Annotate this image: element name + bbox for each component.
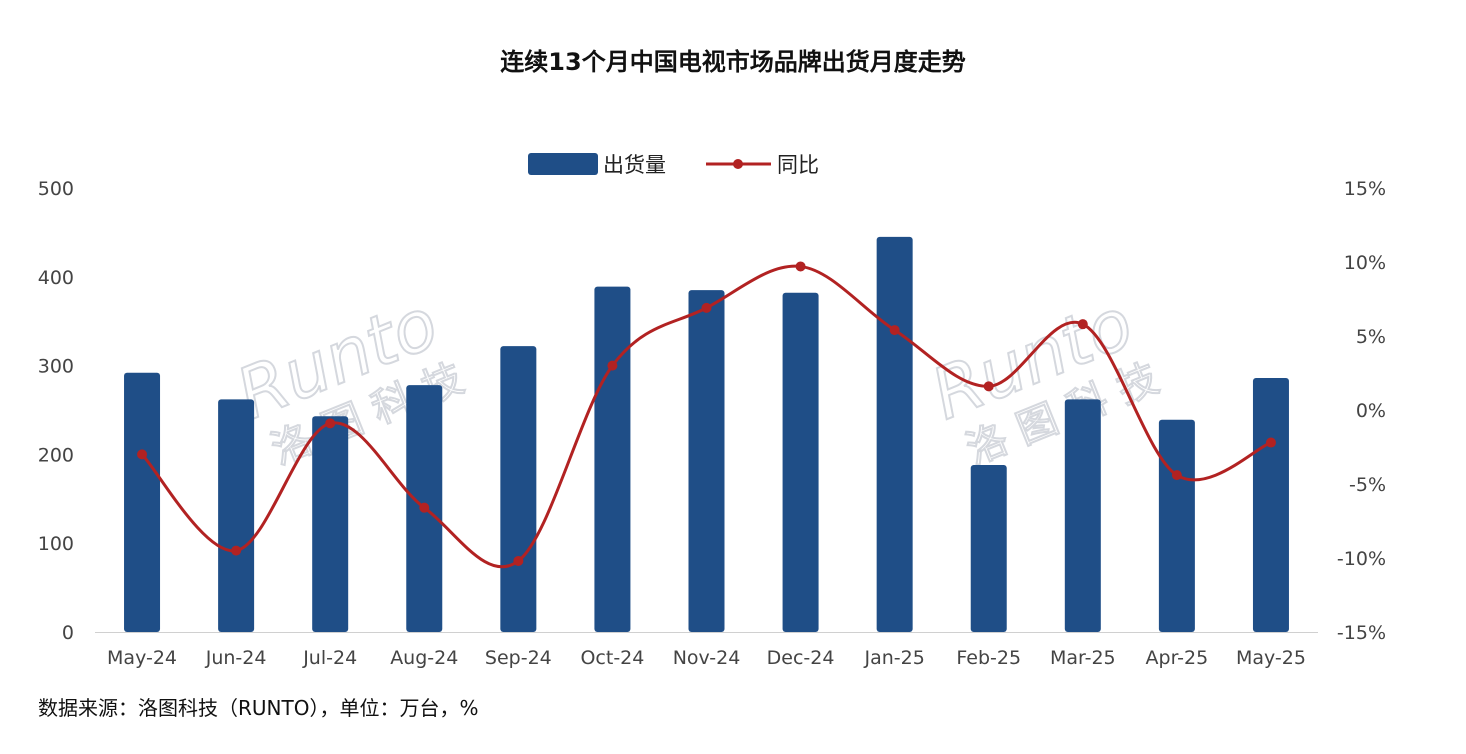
- right-axis-tick-label: -15%: [1337, 622, 1386, 644]
- right-axis-tick-label: 15%: [1344, 178, 1386, 200]
- bar-Oct-24: [594, 286, 631, 632]
- yoy-point-Mar-25: [1077, 319, 1088, 330]
- left-axis-tick-label: 500: [38, 178, 74, 200]
- bar-Jul-24: [312, 416, 349, 632]
- bar-Dec-24: [782, 292, 819, 632]
- right-axis-tick-label: 0%: [1356, 400, 1386, 422]
- left-axis-tick-label: 300: [38, 356, 74, 378]
- x-axis-category-label: Apr-25: [1146, 647, 1209, 669]
- x-axis-category-label: Dec-24: [767, 647, 835, 669]
- legend-bar-swatch: [528, 153, 598, 175]
- x-axis-category-label: Nov-24: [673, 647, 741, 669]
- x-axis-category-label: May-25: [1236, 647, 1306, 669]
- bar-Jun-24: [218, 399, 255, 632]
- yoy-point-Apr-25: [1171, 470, 1182, 481]
- right-axis-tick-label: -5%: [1349, 474, 1386, 496]
- yoy-point-Feb-25: [983, 381, 994, 392]
- left-axis-tick-label: 400: [38, 267, 74, 289]
- right-axis-tick-label: -10%: [1337, 548, 1386, 570]
- x-axis-category-label: Aug-24: [390, 647, 458, 669]
- yoy-point-Dec-24: [795, 261, 806, 272]
- x-axis-category-label: May-24: [107, 647, 177, 669]
- yoy-point-Jun-24: [231, 545, 242, 556]
- x-axis-category-label: Jun-24: [205, 647, 267, 669]
- bar-Apr-25: [1158, 419, 1195, 632]
- line-series-group: [137, 261, 1276, 569]
- right-axis-tick-label: 10%: [1344, 252, 1386, 274]
- yoy-point-May-24: [137, 449, 148, 460]
- axes-group: 0 100 200 300 400 500 -15% -10% -5% 0% 5% 10% 15% May…: [38, 178, 1386, 669]
- bar-May-25: [1252, 378, 1289, 632]
- x-axis-category-label: Feb-25: [956, 647, 1021, 669]
- bar-Sep-24: [500, 346, 537, 632]
- legend-line-label: 同比: [777, 153, 819, 177]
- left-axis-tick-label: 200: [38, 444, 74, 466]
- bar-Feb-25: [970, 465, 1007, 632]
- x-axis-category-label: Sep-24: [485, 647, 552, 669]
- yoy-point-Oct-24: [607, 360, 618, 371]
- source-note: 数据来源：洛图科技（RUNTO），单位：万台，%: [38, 696, 479, 720]
- yoy-point-Jul-24: [325, 418, 336, 429]
- left-axis-tick-label: 0: [62, 622, 74, 644]
- yoy-point-May-25: [1265, 437, 1276, 448]
- yoy-point-Sep-24: [513, 555, 524, 566]
- bar-Nov-24: [688, 290, 725, 632]
- bar-Mar-25: [1064, 399, 1101, 632]
- legend-line-marker: [733, 159, 743, 169]
- yoy-point-Nov-24: [701, 302, 712, 313]
- right-axis-tick-label: 5%: [1356, 326, 1386, 348]
- yoy-point-Aug-24: [419, 502, 430, 513]
- x-axis-category-label: Jan-25: [863, 647, 924, 669]
- x-axis-category-label: Oct-24: [580, 647, 644, 669]
- x-axis-category-label: Jul-24: [302, 647, 357, 669]
- bar-Jan-25: [876, 236, 913, 632]
- legend-bar-label: 出货量: [603, 153, 666, 177]
- left-axis-tick-label: 100: [38, 533, 74, 555]
- x-axis-category-label: Mar-25: [1050, 647, 1116, 669]
- yoy-point-Jan-25: [889, 325, 900, 336]
- bar-May-24: [124, 372, 161, 632]
- chart-title: 连续13个月中国电视市场品牌出货月度走势: [500, 48, 966, 76]
- legend: 出货量 同比: [528, 153, 819, 177]
- bar-series-group: [124, 236, 1289, 632]
